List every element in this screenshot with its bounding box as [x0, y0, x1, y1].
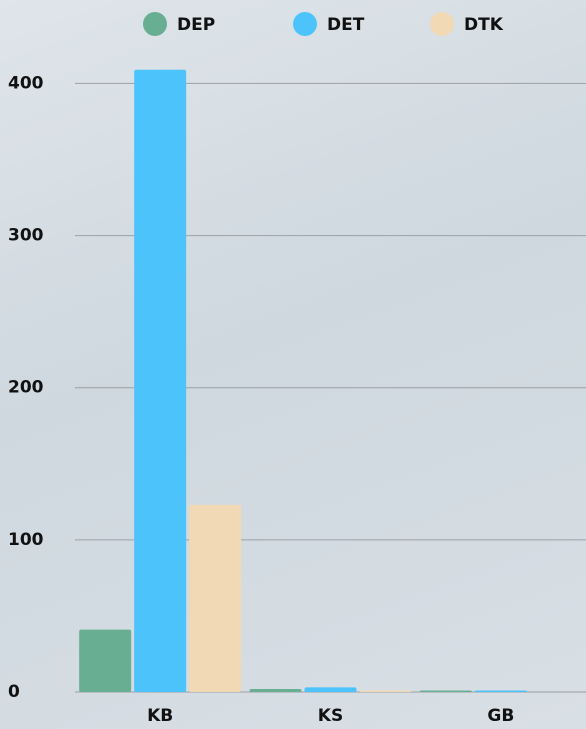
y-tick-label: 400 [8, 73, 44, 93]
y-tick-label: 100 [8, 530, 44, 550]
bar [249, 688, 302, 692]
y-tick-label: 300 [8, 226, 44, 246]
bar [134, 69, 187, 692]
legend-label: DEP [177, 15, 215, 35]
legend-swatch [143, 12, 167, 36]
bar [189, 504, 242, 692]
bar [474, 690, 527, 692]
legend-label: DTK [464, 15, 504, 35]
x-tick-label: KS [318, 706, 343, 726]
bar [79, 629, 132, 692]
legend-label: DET [327, 15, 365, 35]
x-tick-label: KB [147, 706, 173, 726]
bar [419, 690, 472, 692]
legend-swatch [430, 12, 454, 36]
legend-swatch [293, 12, 317, 36]
bar [359, 690, 412, 692]
bar [304, 687, 357, 692]
x-tick-label: GB [487, 706, 514, 726]
y-tick-label: 200 [8, 378, 44, 398]
y-tick-label: 0 [8, 682, 20, 702]
